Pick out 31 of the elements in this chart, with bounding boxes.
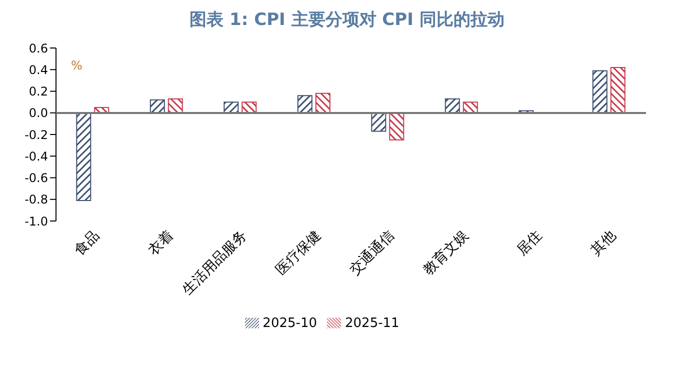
chart-title: 图表 1: CPI 主要分项对 CPI 同比的拉动 [188, 9, 506, 32]
y-tick-label: -0.6 [24, 171, 48, 186]
x-tick-label: 生活用品服务 [180, 228, 250, 298]
legend-label: 2025-10 [262, 316, 317, 331]
bar [444, 98, 460, 114]
legend-label: 2025-11 [345, 316, 400, 331]
y-tick-label: 0.2 [28, 84, 48, 99]
y-tick-label: -0.4 [24, 149, 48, 164]
bar [168, 98, 183, 114]
y-tick-label: -0.2 [24, 128, 48, 142]
bar [150, 99, 165, 114]
y-tick-label: 0.4 [28, 62, 48, 77]
y-axis-title: % [71, 58, 82, 73]
x-tick-label: 居住 [514, 228, 546, 259]
y-tick-label: 0.0 [28, 106, 48, 120]
x-tick-label: 交通通信 [346, 228, 398, 278]
x-tick-label: 食品 [72, 228, 103, 259]
x-tick-label: 衣着 [145, 228, 176, 259]
bar [389, 112, 404, 140]
x-tick-label: 其他 [588, 228, 619, 259]
bar [315, 92, 330, 114]
x-tick-label: 教育文娱 [420, 226, 472, 278]
x-tick-label: 医疗保健 [273, 228, 324, 278]
y-tick-label: 0.6 [28, 41, 48, 56]
bar [297, 95, 312, 114]
bar [76, 112, 92, 201]
bar [371, 112, 386, 132]
bar [592, 70, 608, 114]
y-tick-label: -1.0 [24, 214, 48, 228]
bar [610, 66, 626, 114]
y-tick-label: -0.8 [24, 192, 48, 207]
